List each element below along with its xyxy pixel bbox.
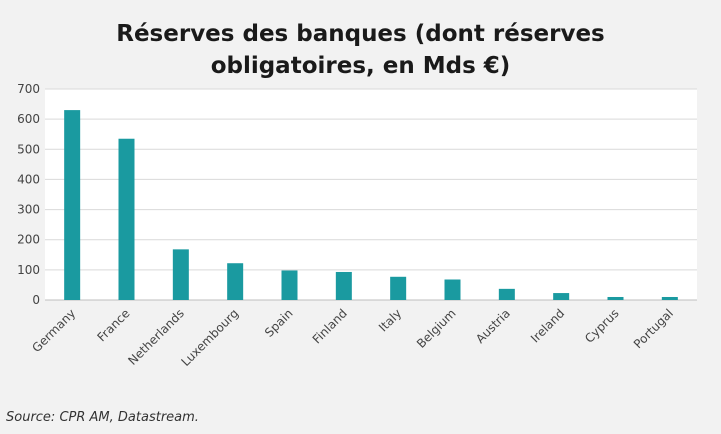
x-tick-label: Italy xyxy=(376,306,404,334)
chart-title: Réserves des banques (dont réserves obli… xyxy=(0,18,721,82)
x-tick-label: Austria xyxy=(473,306,513,346)
y-tick-label: 500 xyxy=(17,142,40,156)
bar-luxembourg xyxy=(227,263,244,300)
x-tick-label: Luxembourg xyxy=(178,306,241,369)
bar-finland xyxy=(335,271,352,300)
bar-cyprus xyxy=(607,296,624,300)
x-tick-label: France xyxy=(95,306,133,344)
bar-ireland xyxy=(553,293,570,300)
bar-belgium xyxy=(444,279,461,300)
y-tick-label: 0 xyxy=(32,293,40,307)
gridlines xyxy=(45,88,697,301)
chart-title-line-2: obligatoires, en Mds €) xyxy=(210,53,511,79)
x-tick-label: Belgium xyxy=(414,306,459,351)
x-tick-label: Germany xyxy=(29,306,78,355)
bar-spain xyxy=(281,270,298,300)
bar-italy xyxy=(390,276,407,300)
bar-france xyxy=(118,138,135,300)
bar-germany xyxy=(64,110,81,300)
y-axis-ticks: 0 100 200 300 400 500 600 700 xyxy=(17,82,40,307)
plot-area xyxy=(45,89,697,300)
x-tick-label: Spain xyxy=(262,306,296,340)
y-tick-label: 200 xyxy=(17,233,40,247)
chart-title-line-1: Réserves des banques (dont réserves xyxy=(116,21,605,47)
x-tick-label: Finland xyxy=(310,306,350,346)
y-tick-label: 100 xyxy=(17,263,40,277)
x-tick-label: Cyprus xyxy=(582,306,622,346)
bars xyxy=(64,110,678,300)
bar-portugal xyxy=(661,296,678,300)
y-tick-label: 700 xyxy=(17,82,40,96)
x-tick-label: Portugal xyxy=(631,306,676,351)
y-tick-label: 400 xyxy=(17,172,40,186)
bar-austria xyxy=(498,288,515,300)
y-tick-label: 300 xyxy=(17,203,40,217)
source-note: Source: CPR AM, Datastream. xyxy=(6,410,199,425)
bar-netherlands xyxy=(172,249,189,300)
y-tick-label: 600 xyxy=(17,112,40,126)
x-tick-label: Ireland xyxy=(528,306,567,345)
